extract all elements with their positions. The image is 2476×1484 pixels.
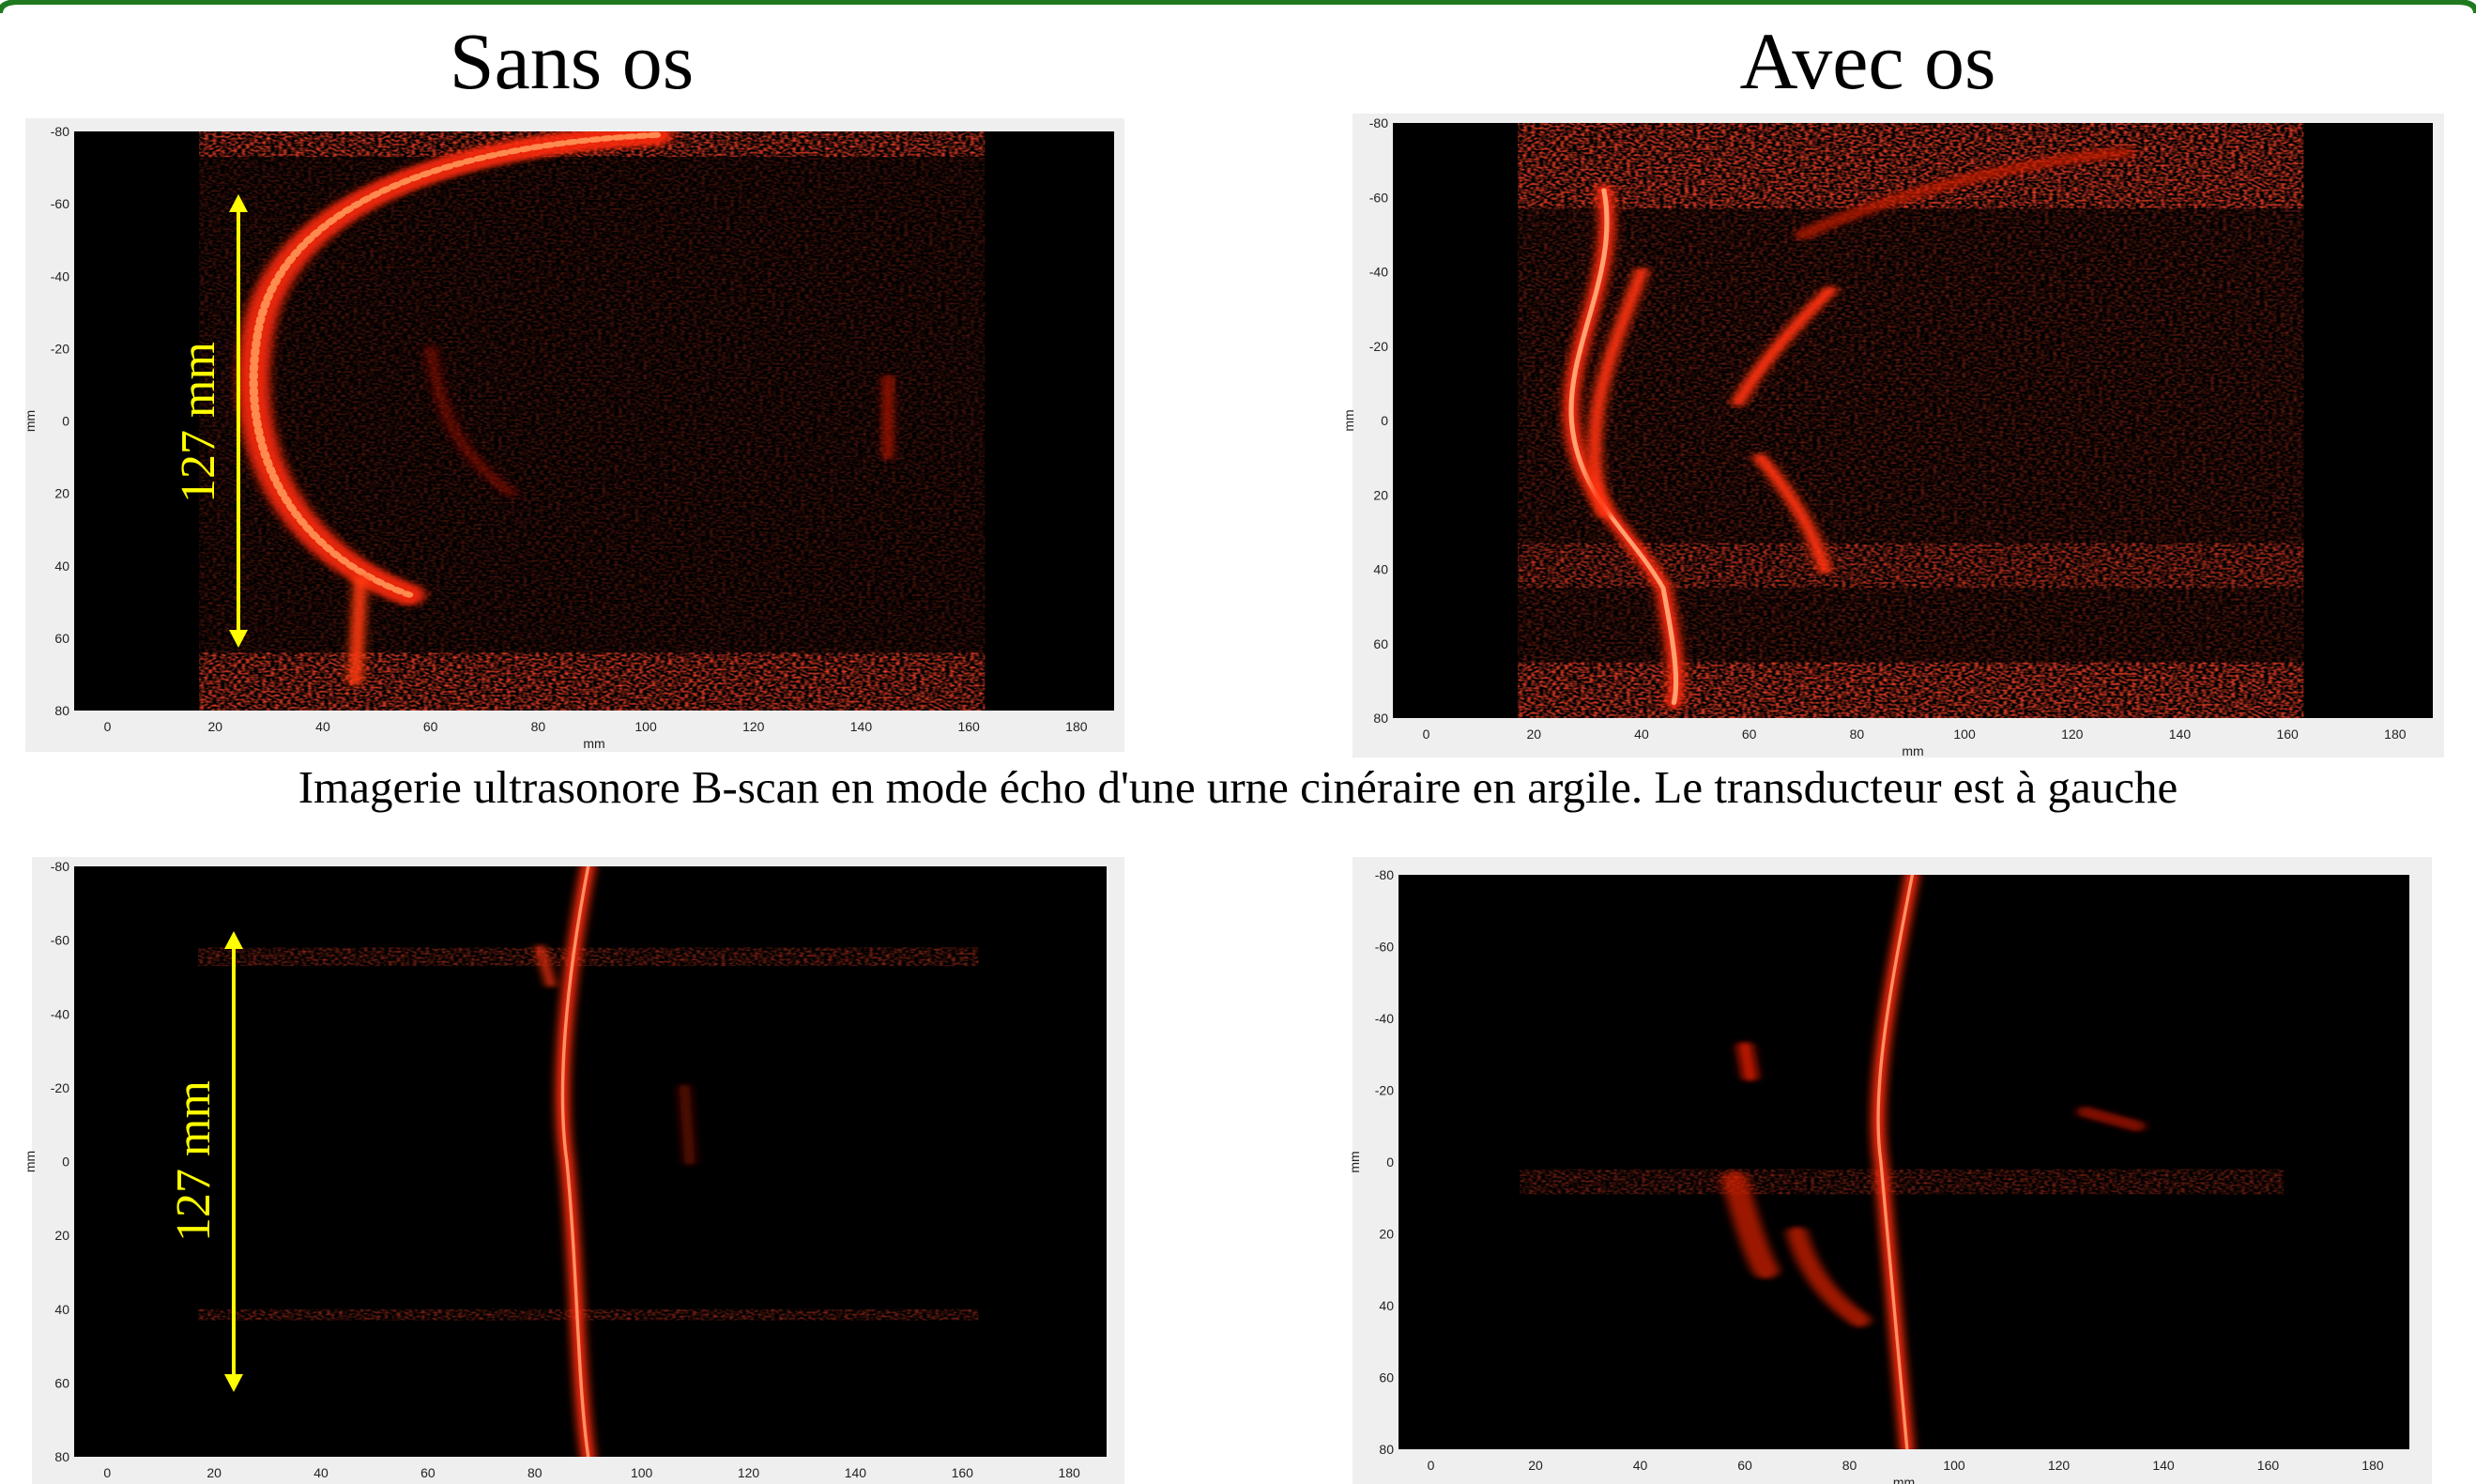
y-tick-label: 40 — [1379, 1298, 1394, 1313]
x-tick-label: 40 — [313, 1465, 329, 1480]
y-tick-label: 80 — [54, 1449, 69, 1464]
bscan-image — [74, 131, 1114, 711]
x-tick-label: 20 — [1526, 727, 1541, 742]
y-tick-label: 0 — [62, 414, 69, 429]
y-tick-label: 60 — [1379, 1370, 1394, 1385]
x-tick-label: 20 — [207, 719, 222, 734]
x-tick-label: 80 — [1850, 727, 1865, 742]
x-tick-label: 20 — [1528, 1458, 1543, 1473]
x-tick-label: 0 — [103, 1465, 111, 1480]
x-tick-label: 180 — [2384, 727, 2407, 742]
x-axis-label: mm — [1893, 1475, 1915, 1484]
y-tick-label: -20 — [1369, 339, 1388, 354]
y-axis-label: mm — [1341, 409, 1356, 431]
x-axis-label: mm — [583, 736, 604, 751]
x-tick-label: 80 — [527, 1465, 543, 1480]
x-tick-label: 160 — [2276, 727, 2299, 742]
x-tick-label: 140 — [2169, 727, 2192, 742]
y-tick-label: -20 — [1375, 1083, 1394, 1098]
y-tick-label: 80 — [1379, 1442, 1394, 1457]
x-tick-label: 100 — [631, 1465, 653, 1480]
x-tick-label: 40 — [1633, 1458, 1648, 1473]
x-tick-label: 180 — [1058, 1465, 1080, 1480]
y-tick-label: 0 — [62, 1155, 69, 1170]
slide-border — [0, 0, 2476, 14]
x-tick-label: 120 — [2048, 1458, 2071, 1473]
y-tick-label: -80 — [1375, 867, 1394, 882]
x-tick-label: 140 — [845, 1465, 867, 1480]
y-axis-label: mm — [1347, 1151, 1362, 1172]
y-tick-label: 0 — [1386, 1155, 1394, 1170]
x-tick-label: 140 — [2152, 1458, 2175, 1473]
y-tick-label: -40 — [51, 268, 69, 283]
x-tick-label: 120 — [2061, 727, 2084, 742]
axis-labels: 0 20 40 60 80 100 120 140 160 180 -80 -60 -40 -20 0 20 4… — [23, 115, 2407, 1484]
x-tick-label: 60 — [1742, 727, 1757, 742]
x-tick-label: 100 — [634, 719, 657, 734]
x-tick-label: 100 — [1943, 1458, 1965, 1473]
y-axis-label: mm — [23, 410, 38, 432]
y-tick-label: 0 — [1381, 413, 1388, 428]
x-tick-label: 160 — [957, 719, 980, 734]
y-tick-label: -60 — [1375, 940, 1394, 955]
x-tick-label: 60 — [423, 719, 438, 734]
x-tick-label: 40 — [1634, 727, 1649, 742]
y-tick-label: 20 — [1373, 487, 1388, 502]
y-tick-label: -60 — [51, 196, 69, 211]
y-tick-label: 80 — [54, 703, 69, 718]
title: Sans os — [450, 16, 694, 106]
y-tick-label: -20 — [51, 341, 69, 356]
y-tick-label: -40 — [1375, 1011, 1394, 1026]
y-tick-label: 60 — [54, 1375, 69, 1390]
x-tick-label: 0 — [1428, 1458, 1435, 1473]
y-tick-label: -60 — [1369, 190, 1388, 205]
x-tick-label: 100 — [1953, 727, 1976, 742]
y-tick-label: 20 — [54, 1228, 69, 1243]
scale-arrow — [224, 931, 243, 1392]
x-axis-label: mm — [1902, 743, 1923, 758]
caption: Imagerie ultrasonore B-scan en mode écho… — [298, 761, 2178, 813]
y-tick-label: 60 — [1373, 636, 1388, 651]
title: Avec os — [1739, 16, 1995, 106]
x-tick-label: 60 — [1737, 1458, 1752, 1473]
x-tick-label: 160 — [952, 1465, 974, 1480]
x-tick-label: 0 — [1423, 727, 1430, 742]
x-tick-label: 180 — [2361, 1458, 2384, 1473]
y-tick-label: -40 — [51, 1006, 69, 1021]
x-tick-label: 40 — [315, 719, 330, 734]
y-tick-label: 40 — [54, 558, 69, 574]
x-tick-label: 0 — [104, 719, 112, 734]
x-axis-label: mm — [579, 1482, 601, 1484]
x-tick-label: 80 — [1842, 1458, 1857, 1473]
y-tick-label: 40 — [1373, 562, 1388, 577]
x-tick-label: 180 — [1065, 719, 1088, 734]
y-tick-label: 40 — [54, 1302, 69, 1317]
y-tick-label: -80 — [1369, 115, 1388, 130]
y-tick-label: 20 — [54, 486, 69, 501]
x-tick-label: 160 — [2257, 1458, 2280, 1473]
y-axis-label: mm — [23, 1151, 38, 1172]
scale-arrow — [229, 194, 248, 648]
y-tick-label: -60 — [51, 933, 69, 948]
x-tick-label: 80 — [531, 719, 546, 734]
y-tick-label: -20 — [51, 1080, 69, 1095]
y-tick-label: -40 — [1369, 265, 1388, 280]
y-tick-label: -80 — [51, 859, 69, 874]
y-tick-label: 20 — [1379, 1227, 1394, 1242]
scale-label: 127 mm — [172, 342, 225, 503]
y-tick-label: -80 — [51, 124, 69, 139]
scale-label: 127 mm — [167, 1080, 221, 1242]
x-tick-label: 140 — [850, 719, 873, 734]
x-tick-label: 20 — [206, 1465, 222, 1480]
y-tick-label: 80 — [1373, 711, 1388, 726]
x-tick-label: 60 — [420, 1465, 436, 1480]
y-tick-label: 60 — [54, 631, 69, 646]
x-tick-label: 120 — [742, 719, 765, 734]
x-tick-label: 120 — [738, 1465, 760, 1480]
bscan-image — [1398, 875, 2409, 1449]
bscan-image — [74, 866, 1107, 1457]
bscan-image — [1393, 123, 2433, 718]
